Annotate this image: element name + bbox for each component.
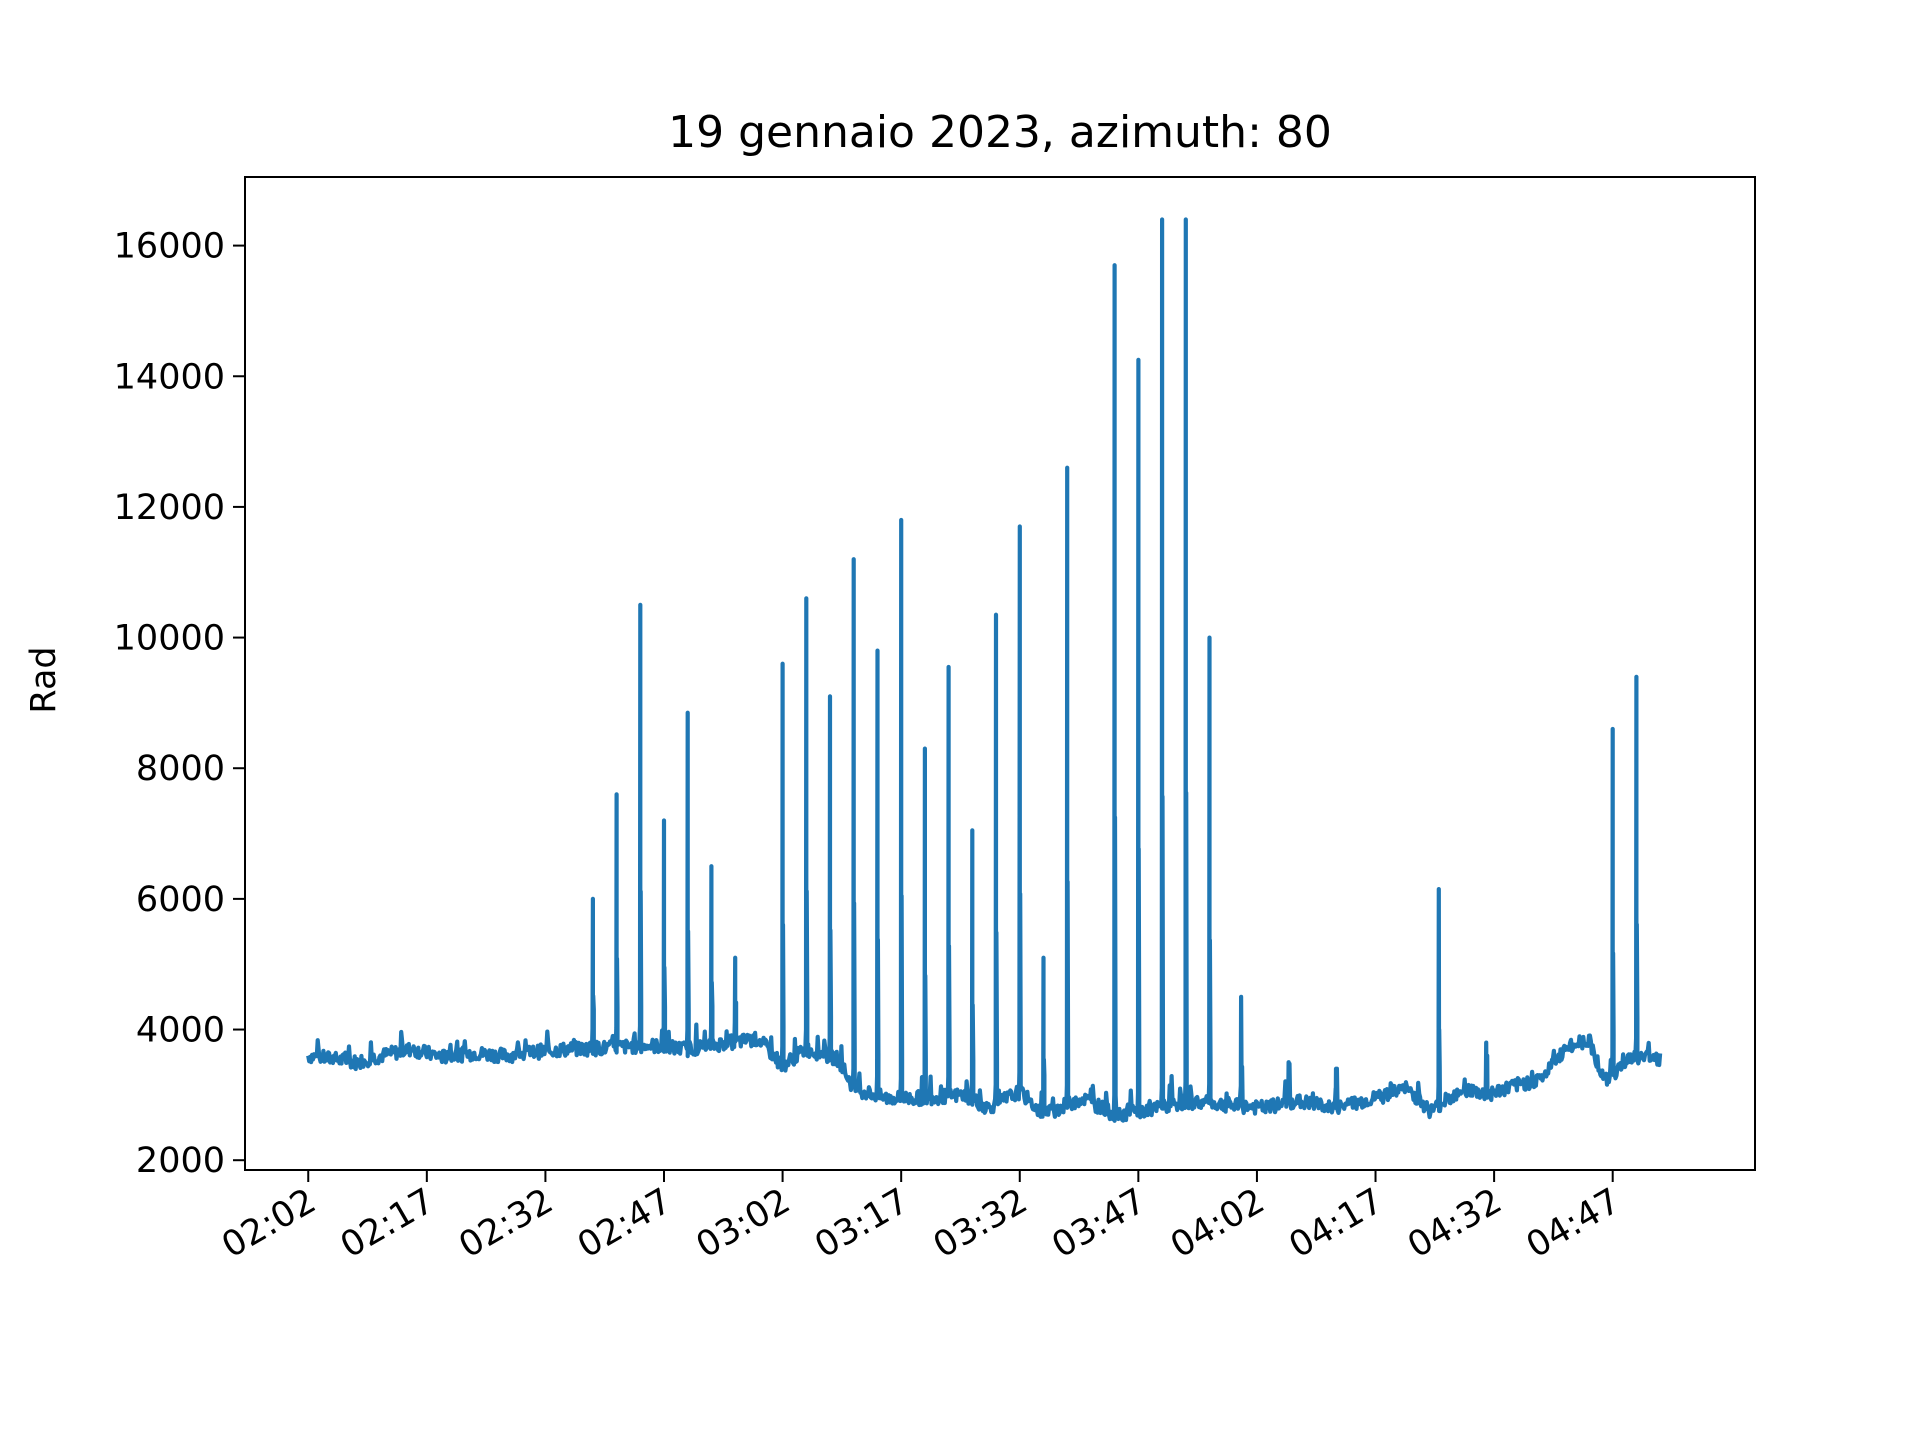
y-tick-label: 4000 [136,1011,225,1051]
x-tick-label: 02:17 [334,1181,441,1266]
series-line [306,217,1663,1123]
x-tick-label: 04:47 [1520,1181,1627,1266]
y-tick-label: 8000 [136,749,225,789]
y-axis: 2000 4000 6000 8000 10000 12000 14000 16000 [114,227,245,1181]
y-tick-label: 16000 [114,227,225,267]
y-tick-label: 6000 [136,880,225,920]
x-tick-label: 03:47 [1045,1181,1152,1266]
x-tick-label: 03:02 [690,1181,797,1266]
y-tick-label: 12000 [114,488,225,528]
y-tick-label: 14000 [114,357,225,397]
x-tick-label: 04:32 [1401,1181,1508,1266]
chart-title: 19 gennaio 2023, azimuth: 80 [668,107,1332,158]
y-tick-label: 10000 [114,619,225,659]
x-tick-label: 02:02 [215,1181,322,1266]
x-tick-label: 03:32 [927,1181,1034,1266]
x-tick-label: 03:17 [808,1181,915,1266]
x-axis: 02:02 02:17 02:32 02:47 03:02 03:17 03:32 03:47… [215,1170,1627,1266]
x-tick-label: 04:02 [1164,1181,1271,1266]
x-tick-label: 04:17 [1283,1181,1390,1266]
x-tick-label: 02:32 [453,1181,560,1266]
y-axis-label: Rad [24,646,64,713]
y-tick-label: 2000 [136,1141,225,1181]
plot-area [244,176,1756,1171]
x-tick-label: 02:47 [571,1181,678,1266]
